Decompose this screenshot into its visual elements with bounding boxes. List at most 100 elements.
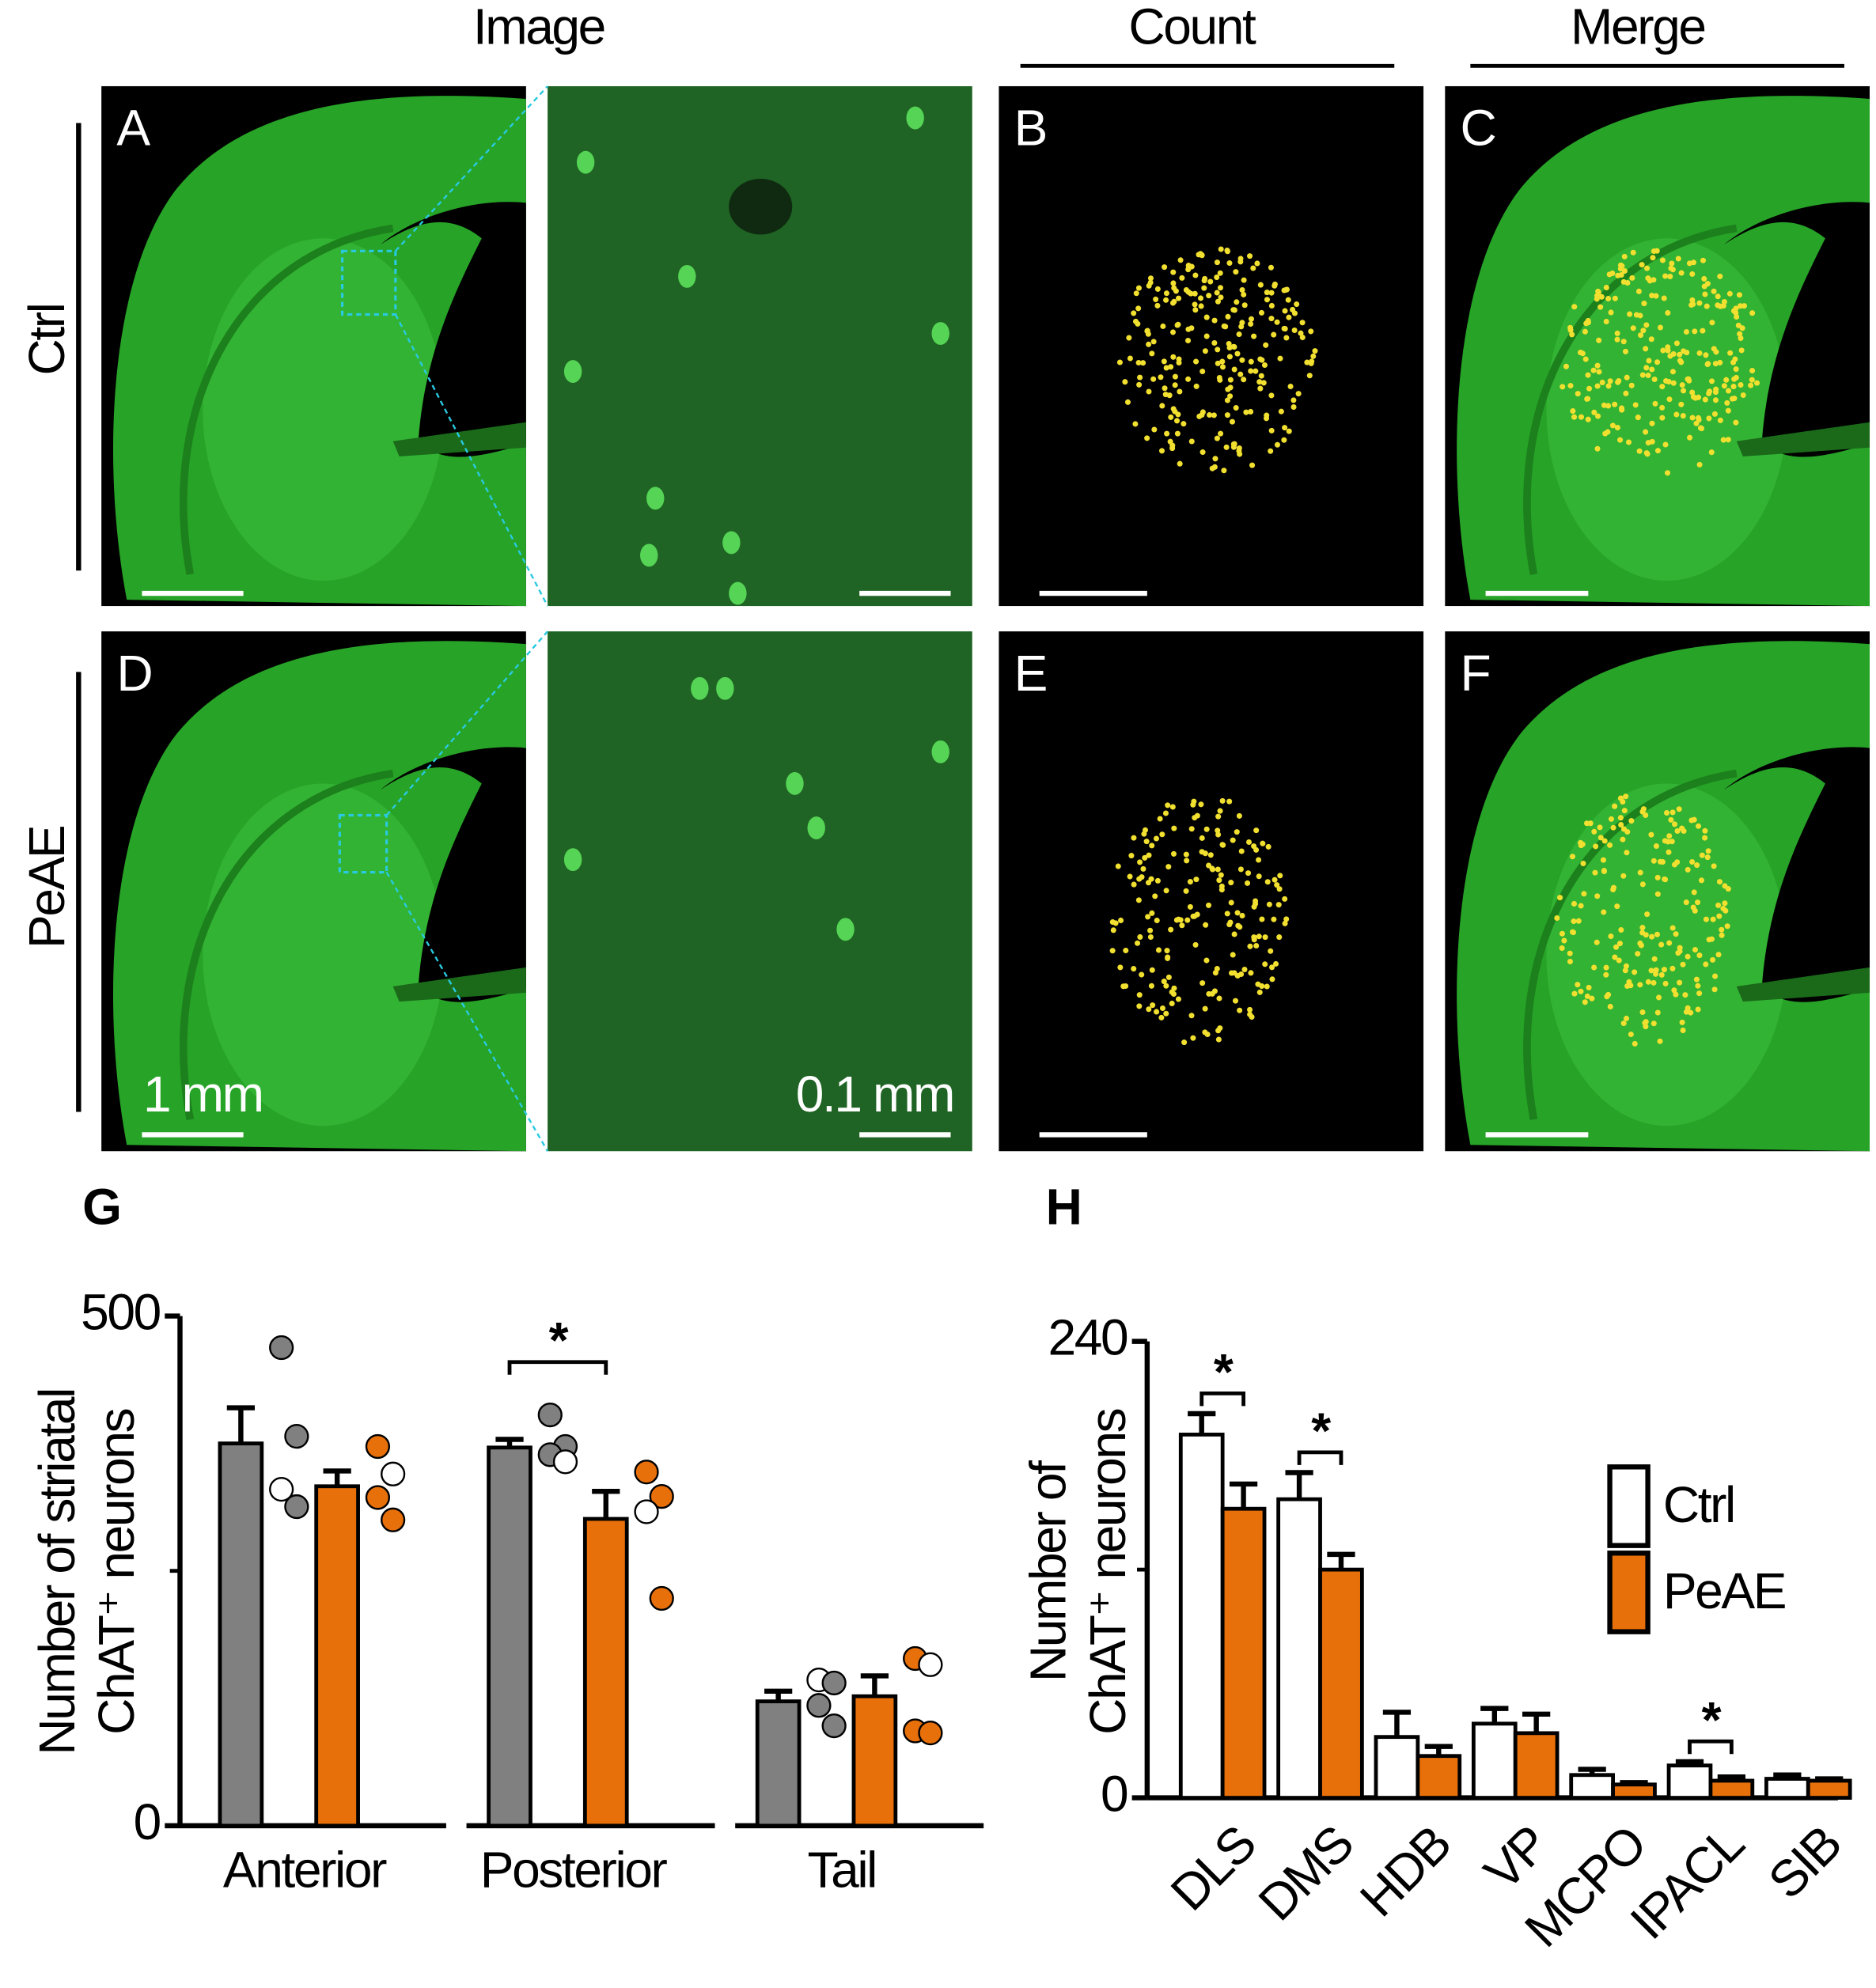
- bar: [1513, 1731, 1560, 1801]
- cell-dot: [1223, 444, 1230, 450]
- cell-dot: [1241, 277, 1247, 283]
- cell-dot: [1708, 449, 1715, 456]
- cell-dot: [1726, 388, 1732, 394]
- cell-dot: [1701, 275, 1707, 282]
- cell-dot: [1241, 302, 1248, 309]
- cell-dot: [1661, 967, 1667, 973]
- cell-dot: [1675, 256, 1681, 262]
- cell-dot: [1283, 916, 1290, 922]
- cell-dot: [1115, 863, 1121, 869]
- cell-dot: [1158, 1014, 1165, 1021]
- cell-dot: [1711, 986, 1718, 993]
- bar: [1416, 1754, 1462, 1801]
- cell-dot: [1155, 947, 1162, 953]
- cell-dot: [1251, 937, 1257, 943]
- cell-dot: [1696, 990, 1703, 997]
- data-point: [634, 1460, 659, 1485]
- cell-dot: [1160, 323, 1166, 329]
- cell-dot: [1290, 404, 1297, 411]
- cell-dot: [1268, 302, 1275, 309]
- cell-dot: [1711, 411, 1718, 417]
- cell-dot: [1137, 933, 1143, 940]
- cell-dot: [1669, 369, 1676, 375]
- data-point: [552, 1449, 578, 1475]
- cell-dot: [1658, 941, 1665, 948]
- cell-dot: [1624, 983, 1631, 989]
- cell-dot: [1594, 893, 1601, 899]
- cell-dot: [1159, 1005, 1165, 1012]
- cell-dot: [1621, 268, 1628, 275]
- cell-dot: [1654, 931, 1660, 937]
- cell-dot: [1248, 368, 1254, 374]
- cell-dot: [1607, 378, 1613, 384]
- significance-bracket: [1297, 1450, 1344, 1465]
- cell-dot: [1141, 831, 1147, 837]
- cell-dot: [1295, 391, 1302, 397]
- cell-dot: [1621, 808, 1628, 814]
- cell-dot: [1637, 940, 1643, 946]
- x-tick-label: SIB: [1757, 1816, 1851, 1910]
- cell-dot: [1218, 430, 1224, 437]
- cell-dot: [1230, 837, 1236, 843]
- cell-dot: [1567, 958, 1573, 965]
- cell-dot: [1627, 311, 1633, 317]
- cell-dot: [1587, 820, 1594, 827]
- cell-dot: [1135, 305, 1142, 312]
- cell-dot: [1237, 371, 1244, 377]
- cell-dot: [1688, 817, 1695, 824]
- cell-dot: [1131, 835, 1137, 841]
- cell-dot: [1704, 362, 1711, 368]
- cell-dot: [1570, 929, 1576, 935]
- cell-dot: [1163, 297, 1169, 303]
- cell-dot: [1169, 300, 1177, 306]
- cell-dot: [1646, 358, 1652, 364]
- cell-dot: [1268, 948, 1274, 954]
- cell-dot: [1667, 273, 1673, 279]
- cell-dot: [1615, 272, 1621, 278]
- cell-dot: [1200, 368, 1206, 375]
- cell-dot: [1268, 448, 1274, 454]
- panel-letter: C: [1461, 100, 1495, 157]
- cell-dot: [1676, 806, 1682, 812]
- cell-dot: [1239, 357, 1245, 363]
- cell-dot: [1612, 954, 1618, 960]
- cell-dot: [1692, 395, 1699, 401]
- cell-dot: [1641, 301, 1647, 307]
- significance-bracket: [1200, 1391, 1245, 1407]
- cell-dot: [1197, 251, 1203, 257]
- cell-dot: [1616, 941, 1623, 947]
- cell-dot: [1726, 290, 1733, 297]
- cell-dot: [1276, 934, 1283, 941]
- vessel: [729, 178, 793, 235]
- cell-dot: [1591, 409, 1597, 415]
- cell-dot: [1617, 815, 1624, 821]
- cell-dot: [1109, 948, 1116, 954]
- cell-dot: [1607, 842, 1613, 848]
- bar: [851, 1694, 898, 1828]
- cell-dot: [1639, 372, 1646, 378]
- cell-dot: [1575, 391, 1581, 397]
- cell-dot: [1692, 328, 1698, 335]
- cell-dot: [1659, 384, 1666, 390]
- cell-dot: [1622, 967, 1628, 974]
- cell-dot: [1159, 831, 1165, 838]
- cell-dot: [1188, 290, 1194, 297]
- cell-dot: [1216, 877, 1222, 884]
- neuron: [836, 918, 855, 941]
- cell-dot: [1209, 865, 1215, 872]
- cell-dot: [1666, 849, 1672, 855]
- cell-dot: [1224, 412, 1230, 418]
- cell-dot: [1695, 823, 1702, 829]
- cell-dot: [1596, 337, 1602, 343]
- cell-dot: [1697, 425, 1704, 431]
- cell-dot: [1702, 827, 1708, 834]
- cell-dot: [1652, 400, 1658, 407]
- cell-dot: [1704, 854, 1711, 861]
- cell-dot: [1149, 350, 1155, 357]
- cell-dot: [1653, 971, 1659, 977]
- cell-dot: [1249, 1013, 1255, 1021]
- cell-dot: [1643, 429, 1649, 435]
- panel-bg: [999, 85, 1424, 607]
- cell-dot: [1193, 383, 1200, 389]
- cell-dot: [1666, 940, 1673, 946]
